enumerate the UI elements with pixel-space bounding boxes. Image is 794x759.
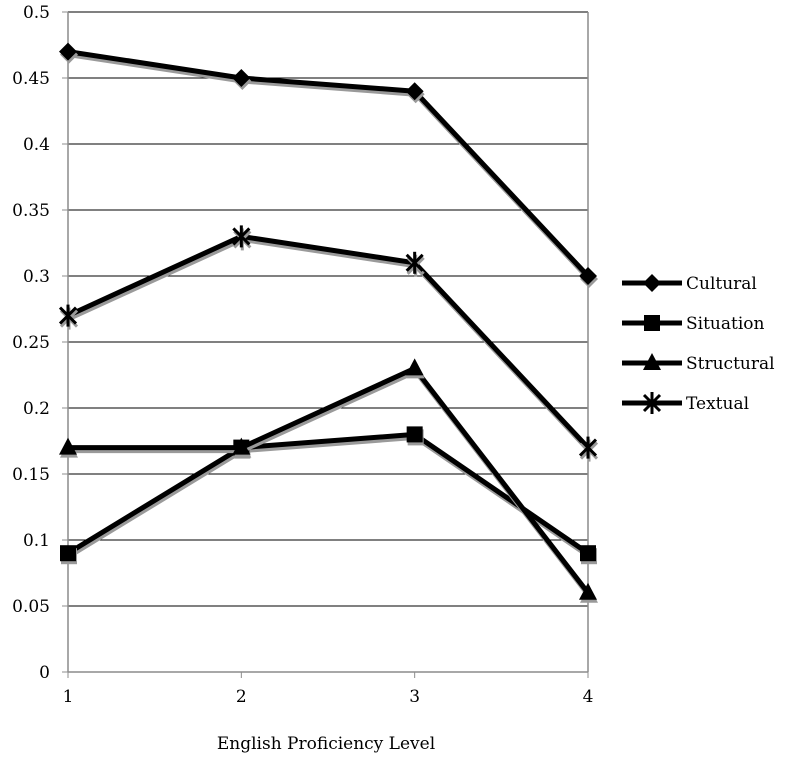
x-tick-label: 1: [63, 687, 74, 707]
data-point-structural: [59, 437, 77, 455]
y-tick-label: 0.3: [23, 267, 50, 287]
series-layer: [58, 42, 599, 603]
legend-item-situation: Situation: [622, 314, 765, 334]
x-axis-title: English Proficiency Level: [217, 734, 435, 754]
legend-item-structural: Structural: [622, 353, 775, 374]
data-point-cultural: [405, 82, 424, 101]
x-tick-label: 3: [409, 687, 420, 707]
y-tick-label: 0.35: [12, 201, 50, 221]
y-tick-label: 0.4: [23, 135, 50, 155]
series-line-situation: [66, 431, 590, 556]
legend-marker-situation: [644, 315, 660, 331]
y-tick-label: 0.25: [12, 333, 50, 353]
data-point-situation: [406, 426, 423, 443]
legend-label-cultural: Cultural: [686, 274, 757, 294]
series-textual: [58, 225, 599, 462]
series-structural: [59, 358, 598, 603]
legend-marker-textual: [642, 392, 662, 414]
series-shadow-textual: [67, 236, 591, 453]
data-point-situation: [580, 545, 596, 562]
data-point-structural: [579, 582, 597, 600]
y-tick-label: 0.45: [12, 69, 50, 89]
series-shadow-cultural: [68, 52, 591, 281]
data-point-textual: [578, 436, 598, 459]
series-line-cultural: [67, 49, 590, 278]
data-point-situation: [60, 545, 76, 562]
axes-layer: 0 0.05 0.1 0.15 0.2 0.25 0.3 0.35 0.4 0.45 0.5 1 2 3 4: [12, 3, 593, 707]
series-line-textual: [66, 233, 590, 450]
legend-label-structural: Structural: [686, 354, 775, 374]
data-point-structural: [232, 437, 251, 455]
legend-item-cultural: Cultural: [622, 274, 757, 294]
data-point-cultural: [579, 267, 597, 285]
data-point-cultural: [232, 69, 251, 87]
legend-item-textual: Textual: [622, 392, 749, 414]
data-point-cultural: [59, 42, 77, 61]
y-tick-label: 0.5: [23, 3, 50, 23]
y-tick-label: 0.05: [12, 597, 50, 617]
data-point-textual: [405, 251, 424, 274]
data-point-textual: [232, 225, 251, 248]
data-point-structural: [405, 358, 424, 376]
legend-label-textual: Textual: [686, 394, 749, 414]
y-tick-label: 0.2: [23, 399, 50, 419]
x-tick-label: 4: [583, 687, 594, 707]
x-tick-label: 2: [236, 687, 247, 707]
legend-marker-structural: [643, 353, 661, 370]
data-point-textual: [58, 304, 78, 327]
y-tick-label: 0: [39, 663, 50, 683]
series-line-structural: [68, 365, 590, 595]
legend-label-situation: Situation: [686, 314, 765, 334]
series-cultural: [59, 42, 598, 288]
y-tick-label: 0.15: [12, 465, 50, 485]
legend: Cultural Situation Structural Textual: [622, 274, 775, 414]
legend-marker-cultural: [643, 274, 661, 292]
grid-layer: [68, 11, 588, 673]
y-tick-label: 0.1: [23, 531, 50, 551]
